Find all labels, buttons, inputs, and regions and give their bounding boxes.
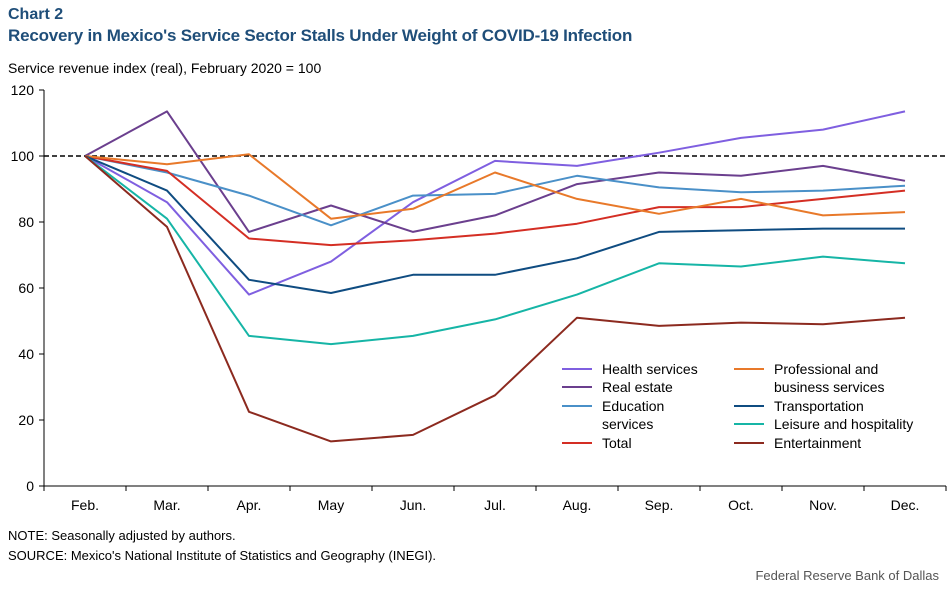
legend-label: Professional and: [774, 361, 878, 377]
series-line-education-services: [84, 155, 906, 227]
y-tick-label: 60: [18, 280, 34, 296]
legend-label: Total: [602, 435, 632, 451]
legend-label: Health services: [602, 361, 698, 377]
y-tick-label: 100: [11, 148, 35, 164]
series-line-entertainment: [84, 155, 906, 443]
chart-credit: Federal Reserve Bank of Dallas: [755, 568, 939, 583]
series-line-total: [84, 155, 906, 247]
x-tick-label: Feb.: [71, 497, 99, 513]
x-tick-label: Apr.: [237, 497, 262, 513]
x-tick-label: Jul.: [484, 497, 506, 513]
series-line-professional-and-business-services: [84, 153, 906, 220]
series-line-transportation: [84, 155, 905, 294]
x-tick-label: Jun.: [400, 497, 426, 513]
y-tick-label: 120: [11, 82, 35, 98]
series-lines: [84, 110, 906, 443]
legend-label: services: [602, 416, 653, 432]
y-tick-label: 20: [18, 412, 34, 428]
legend-label: Entertainment: [774, 435, 861, 451]
legend-label: business services: [774, 379, 885, 395]
legend-label: Leisure and hospitality: [774, 416, 913, 432]
line-chart: 0 20 40 60 80 100 120 Feb. Mar. Apr. May Jun. Jul. Au…: [11, 82, 947, 513]
y-tick-label: 80: [18, 214, 34, 230]
x-tick-label: Dec.: [891, 497, 920, 513]
series-line-health-services: [84, 110, 906, 296]
y-axis-unit-label: Service revenue index (real), February 2…: [8, 60, 322, 76]
legend: Health services Real estate Education servi…: [562, 361, 913, 451]
legend-label: Real estate: [602, 379, 673, 395]
legend-label: Transportation: [774, 398, 864, 414]
series-line-real-estate: [84, 110, 906, 233]
x-tick-label: Aug.: [563, 497, 592, 513]
series-line-leisure-and-hospitality: [84, 155, 906, 346]
x-tick-label: Sep.: [645, 497, 674, 513]
x-tick-label: Mar.: [153, 497, 180, 513]
chart-number: Chart 2: [8, 6, 64, 23]
x-tick-label: May: [318, 497, 344, 513]
y-tick-label: 0: [26, 478, 34, 494]
y-tick-label: 40: [18, 346, 34, 362]
chart-source: SOURCE: Mexico's National Institute of S…: [8, 548, 437, 563]
chart-note: NOTE: Seasonally adjusted by authors.: [8, 528, 236, 543]
x-tick-label: Nov.: [809, 497, 837, 513]
x-tick-label: Oct.: [728, 497, 754, 513]
legend-label: Education: [602, 398, 664, 414]
chart-title: Recovery in Mexico's Service Sector Stal…: [8, 26, 633, 45]
